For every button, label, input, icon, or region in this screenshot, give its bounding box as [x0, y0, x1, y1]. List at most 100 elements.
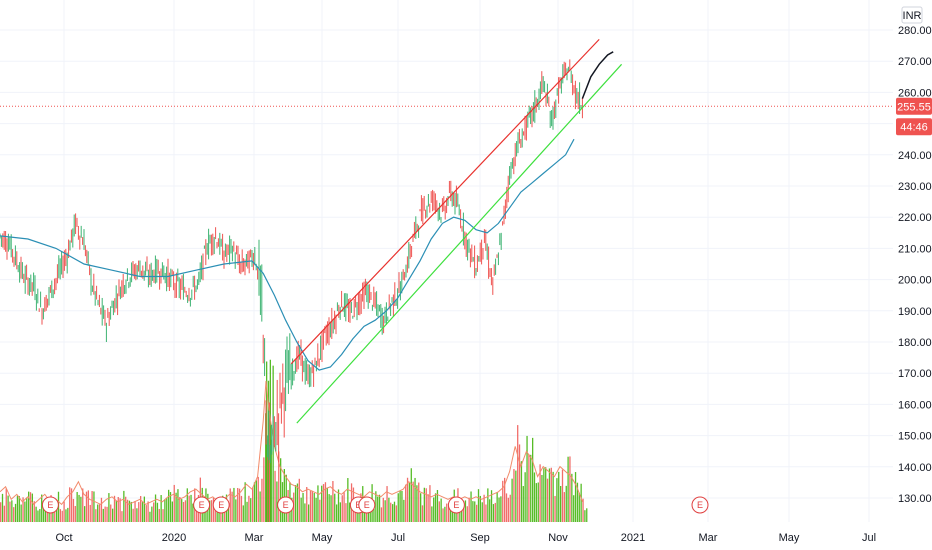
volume-bar	[240, 495, 243, 522]
x-tick-label: Mar	[699, 532, 718, 544]
volume-bar	[3, 505, 5, 522]
volume-bar	[405, 484, 407, 522]
y-tick-label: 220.00	[898, 212, 932, 224]
volume-bar	[382, 497, 384, 522]
volume-bar	[485, 504, 487, 522]
volume-bar	[24, 501, 26, 522]
channel-upper-trendline	[290, 38, 600, 365]
volume-bar	[434, 493, 437, 522]
earnings-label: E	[364, 500, 370, 510]
volume-bar	[9, 501, 11, 522]
y-tick-label: 240.00	[898, 150, 932, 162]
earnings-marker[interactable]: E	[691, 496, 709, 514]
currency-label[interactable]: INR	[901, 6, 923, 24]
volume-bar	[537, 482, 539, 522]
volume-bar	[54, 509, 56, 522]
volume-moving-average-line	[0, 380, 583, 506]
volume-bar	[63, 501, 65, 522]
volume-bar	[97, 504, 99, 522]
volume-bar	[300, 497, 302, 522]
volume-bar	[573, 495, 575, 522]
time-axis: Oct 2020 Mar May Jul Sep Nov 2021 Mar May Jul	[55, 532, 876, 544]
volume-bar	[408, 483, 411, 522]
volume-bar	[235, 499, 237, 522]
volume-bar	[418, 482, 420, 522]
volume-bar	[41, 494, 43, 522]
volume-bar	[298, 478, 300, 522]
earnings-marker[interactable]: E	[193, 496, 211, 514]
volume-bar	[108, 493, 110, 522]
volume-bar	[429, 485, 431, 522]
volume-bar	[476, 504, 478, 522]
volume-bar	[436, 490, 439, 522]
volume-bar	[459, 507, 461, 522]
volume-bar	[52, 507, 54, 522]
volume-bar	[403, 499, 405, 522]
volume-bar	[132, 508, 134, 522]
volume-bar	[550, 467, 552, 522]
volume-bar	[100, 497, 103, 522]
volume-bar	[541, 474, 543, 522]
volume-bar	[44, 507, 47, 522]
volume-bar	[390, 502, 392, 522]
volume-bar	[188, 495, 190, 522]
volume-bar	[380, 507, 383, 522]
x-tick-label: Jul	[862, 532, 876, 544]
volume-bar	[171, 501, 173, 522]
volume-bar	[406, 477, 409, 522]
volume-bar	[237, 487, 239, 522]
volume-bar	[378, 494, 381, 522]
earnings-marker[interactable]: E	[277, 496, 295, 514]
x-tick-label: May	[779, 532, 800, 544]
volume-bar	[18, 496, 20, 522]
earnings-marker[interactable]: E	[212, 496, 230, 514]
volume-bar	[283, 469, 285, 522]
y-tick-label: 180.00	[898, 337, 932, 349]
volume-bar	[11, 500, 13, 522]
volume-bar	[13, 507, 15, 522]
volume-bar	[16, 495, 19, 522]
volume-bar	[166, 497, 168, 522]
earnings-marker[interactable]: E	[41, 496, 59, 514]
volume-bar	[42, 500, 45, 522]
volume-bar	[134, 501, 136, 522]
volume-bar	[95, 509, 97, 522]
volume-bar	[468, 497, 470, 522]
volume-bar	[462, 501, 465, 522]
volume-bar	[517, 425, 519, 522]
volume-bar	[128, 500, 131, 522]
volume-bar	[464, 500, 467, 522]
volume-bar	[341, 495, 343, 522]
volume-bar	[149, 511, 151, 522]
volume-bar	[104, 506, 106, 522]
earnings-marker[interactable]: E	[447, 496, 465, 514]
volume-bar	[179, 496, 181, 522]
volume-bar	[431, 506, 433, 522]
earnings-marker[interactable]: E	[358, 496, 376, 514]
volume-bar	[518, 444, 521, 522]
volume-bar	[294, 485, 297, 522]
earnings-label: E	[218, 500, 224, 510]
volume-bar	[7, 495, 9, 522]
x-tick-label: Mar	[245, 532, 264, 544]
volume-bar	[449, 503, 452, 522]
volume-bar	[242, 505, 244, 522]
volume-bar	[345, 503, 347, 522]
volume-bar	[444, 506, 446, 522]
volume-bar	[489, 499, 491, 522]
volume-bar	[126, 499, 129, 522]
volume-bar	[136, 508, 138, 522]
volume-bar	[470, 491, 472, 522]
last-price-label: 255.55	[897, 101, 931, 113]
volume-bar	[192, 503, 194, 522]
volume-bar	[313, 492, 315, 522]
volume-bar	[98, 504, 101, 522]
volume-bar	[266, 439, 269, 522]
volume-bar	[169, 492, 172, 522]
volume-bar	[524, 472, 526, 522]
volume-bar	[494, 502, 496, 522]
volume-bar	[438, 501, 440, 522]
volume-bar	[276, 481, 278, 522]
